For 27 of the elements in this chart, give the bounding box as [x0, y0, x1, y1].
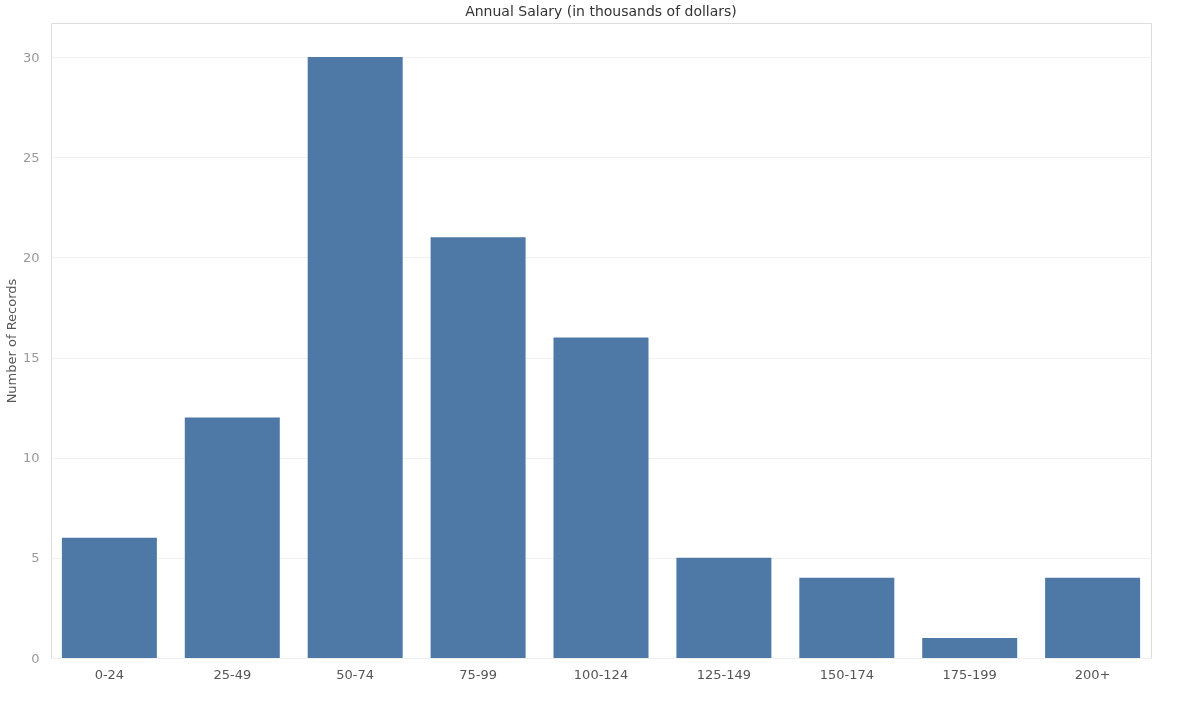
bar — [307, 57, 403, 658]
x-tick-label: 25-49 — [213, 666, 252, 682]
bar — [553, 337, 649, 658]
bar — [799, 577, 895, 658]
chart-title: Annual Salary (in thousands of dollars) — [465, 3, 737, 19]
bar — [184, 417, 280, 658]
x-tick-label: 150-174 — [819, 666, 874, 682]
bar — [430, 237, 526, 658]
y-tick-label: 10 — [22, 450, 40, 466]
y-tick-label: 30 — [22, 49, 40, 65]
x-tick-label: 0-24 — [94, 666, 125, 682]
x-tick-label: 100-124 — [573, 666, 629, 682]
y-axis-title: Number of Records — [3, 278, 19, 404]
x-tick-label: 200+ — [1074, 666, 1111, 682]
x-tick-label: 175-199 — [942, 666, 997, 682]
y-tick-label: 0 — [31, 650, 40, 666]
bar — [61, 537, 157, 658]
y-tick-label: 15 — [22, 350, 40, 366]
y-tick-label: 25 — [22, 149, 40, 165]
x-tick-label: 125-149 — [696, 666, 752, 682]
bar — [676, 557, 772, 658]
y-tick-label: 5 — [31, 550, 40, 566]
x-tick-label: 50-74 — [336, 666, 375, 682]
bar — [1045, 577, 1141, 658]
x-tick-label: 75-99 — [459, 666, 497, 682]
bar — [922, 637, 1018, 658]
y-tick-label: 20 — [22, 249, 40, 265]
